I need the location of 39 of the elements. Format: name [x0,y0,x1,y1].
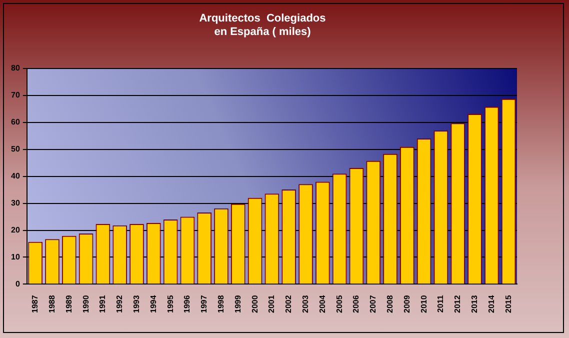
y-tick-label: 30 [10,198,20,208]
x-tick-label: 1995 [166,294,175,313]
y-tick-label: 60 [10,118,20,127]
x-tick-label: 2010 [419,294,428,313]
x-tick-label: 1990 [81,294,90,313]
x-tick-label: 1996 [182,294,192,313]
x-tick-label: 2000 [250,294,260,313]
y-tick-label: 10 [10,252,20,262]
x-tick-label: 2008 [385,294,394,313]
chart-title: Arquitectos Colegiados en España ( miles) [199,12,326,38]
x-tick-label: 2002 [284,294,294,313]
x-tick-label: 1991 [98,294,108,313]
x-tick-label: 1998 [216,294,226,313]
x-tick-label: 1989 [64,294,74,313]
x-tick-label: 1987 [30,294,40,313]
x-tick-label: 1994 [148,294,158,313]
y-tick-label: 70 [10,90,20,100]
x-tick-label: 1993 [132,294,141,313]
x-tick-label: 2011 [436,294,446,313]
y-tick-label: 50 [10,144,20,154]
x-tick-label: 2006 [352,294,361,313]
x-tick-label: 2009 [402,294,412,313]
y-tick-label: 40 [10,172,20,181]
x-tick-label: 2015 [504,294,513,313]
x-tick-label: 1999 [233,294,242,313]
x-tick-label: 2004 [318,294,327,313]
x-tick-label: 2013 [470,294,479,313]
x-tick-label: 2007 [368,294,378,313]
x-tick-label: 2005 [334,294,344,313]
x-tick-label: 2001 [267,294,276,313]
y-tick-label: 20 [10,225,20,234]
x-tick-label: 1997 [200,294,209,313]
y-tick-label: 0 [15,279,20,288]
x-tick-label: 2003 [300,294,310,313]
x-tick-label: 2014 [486,294,496,313]
y-tick-label: 80 [10,64,20,73]
x-tick-label: 1988 [47,294,56,313]
x-tick-label: 1992 [115,294,124,313]
x-tick-label: 2012 [453,294,462,313]
